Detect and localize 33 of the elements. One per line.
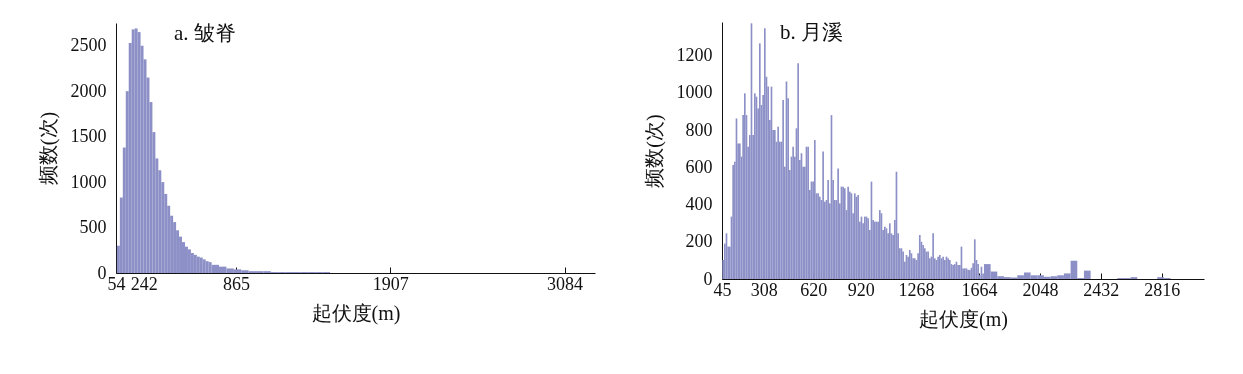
x-tick-label: 1268 — [898, 279, 935, 300]
x-tick-label: 2816 — [1144, 279, 1181, 300]
y-tick-label: 0 — [703, 268, 713, 289]
y-axis-title: 频数(次) — [36, 111, 60, 186]
x-tick-label: 308 — [750, 279, 778, 300]
x-tick-label: 45 — [713, 279, 732, 300]
x-tick-label: 620 — [800, 279, 828, 300]
x-tick-label: 2048 — [1022, 279, 1059, 300]
y-tick-label: 1500 — [70, 126, 107, 147]
x-tick-label: 865 — [223, 273, 251, 294]
x-tick-label: 242 — [130, 273, 158, 294]
y-tick-label: 0 — [97, 262, 107, 283]
y-tick-label: 400 — [685, 194, 713, 215]
y-tick-label: 1000 — [70, 171, 107, 192]
y-tick-label: 200 — [685, 231, 713, 252]
x-tick-label: 920 — [847, 279, 875, 300]
y-tick-label: 800 — [685, 119, 713, 140]
chart-title: a. 皱脊 — [174, 21, 236, 45]
y-tick-label: 2500 — [70, 35, 107, 56]
y-tick-label: 1200 — [676, 45, 713, 66]
y-axis-title: 频数(次) — [642, 114, 666, 188]
x-axis-title: 起伏度(m) — [311, 301, 401, 325]
x-tick-label: 1664 — [961, 279, 998, 300]
x-axis-title: 起伏度(m) — [919, 307, 1008, 331]
x-tick-label: 54 — [107, 273, 126, 294]
y-tick-label: 500 — [79, 217, 107, 238]
y-tick-label: 1000 — [676, 82, 713, 103]
x-tick-label: 2432 — [1083, 279, 1120, 300]
y-tick-label: 600 — [685, 156, 713, 177]
x-tick-label: 3084 — [547, 273, 584, 294]
y-tick-label: 2000 — [70, 80, 107, 101]
chart-title: b. 月溪 — [780, 20, 843, 44]
x-tick-label: 1907 — [372, 273, 409, 294]
